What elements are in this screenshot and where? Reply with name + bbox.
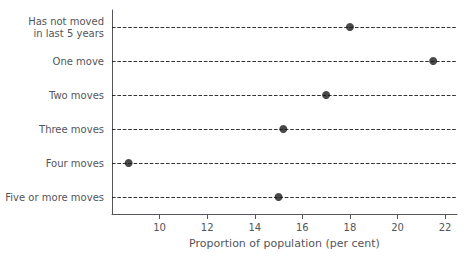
svg-text:18: 18 [344,222,357,233]
svg-text:Two moves: Two moves [48,90,104,101]
svg-text:One move: One move [53,56,104,67]
svg-text:Five or more moves: Five or more moves [5,192,104,203]
svg-text:Four moves: Four moves [46,158,104,169]
svg-text:22: 22 [439,222,452,233]
svg-text:Has not moved: Has not moved [28,16,104,27]
svg-text:12: 12 [201,222,214,233]
svg-text:16: 16 [296,222,309,233]
svg-text:20: 20 [391,222,404,233]
svg-text:10: 10 [153,222,166,233]
svg-text:in last 5 years: in last 5 years [33,28,104,39]
svg-text:Three moves: Three moves [38,124,104,135]
svg-text:14: 14 [248,222,261,233]
svg-text:Proportion of population (per: Proportion of population (per cent) [189,237,380,250]
